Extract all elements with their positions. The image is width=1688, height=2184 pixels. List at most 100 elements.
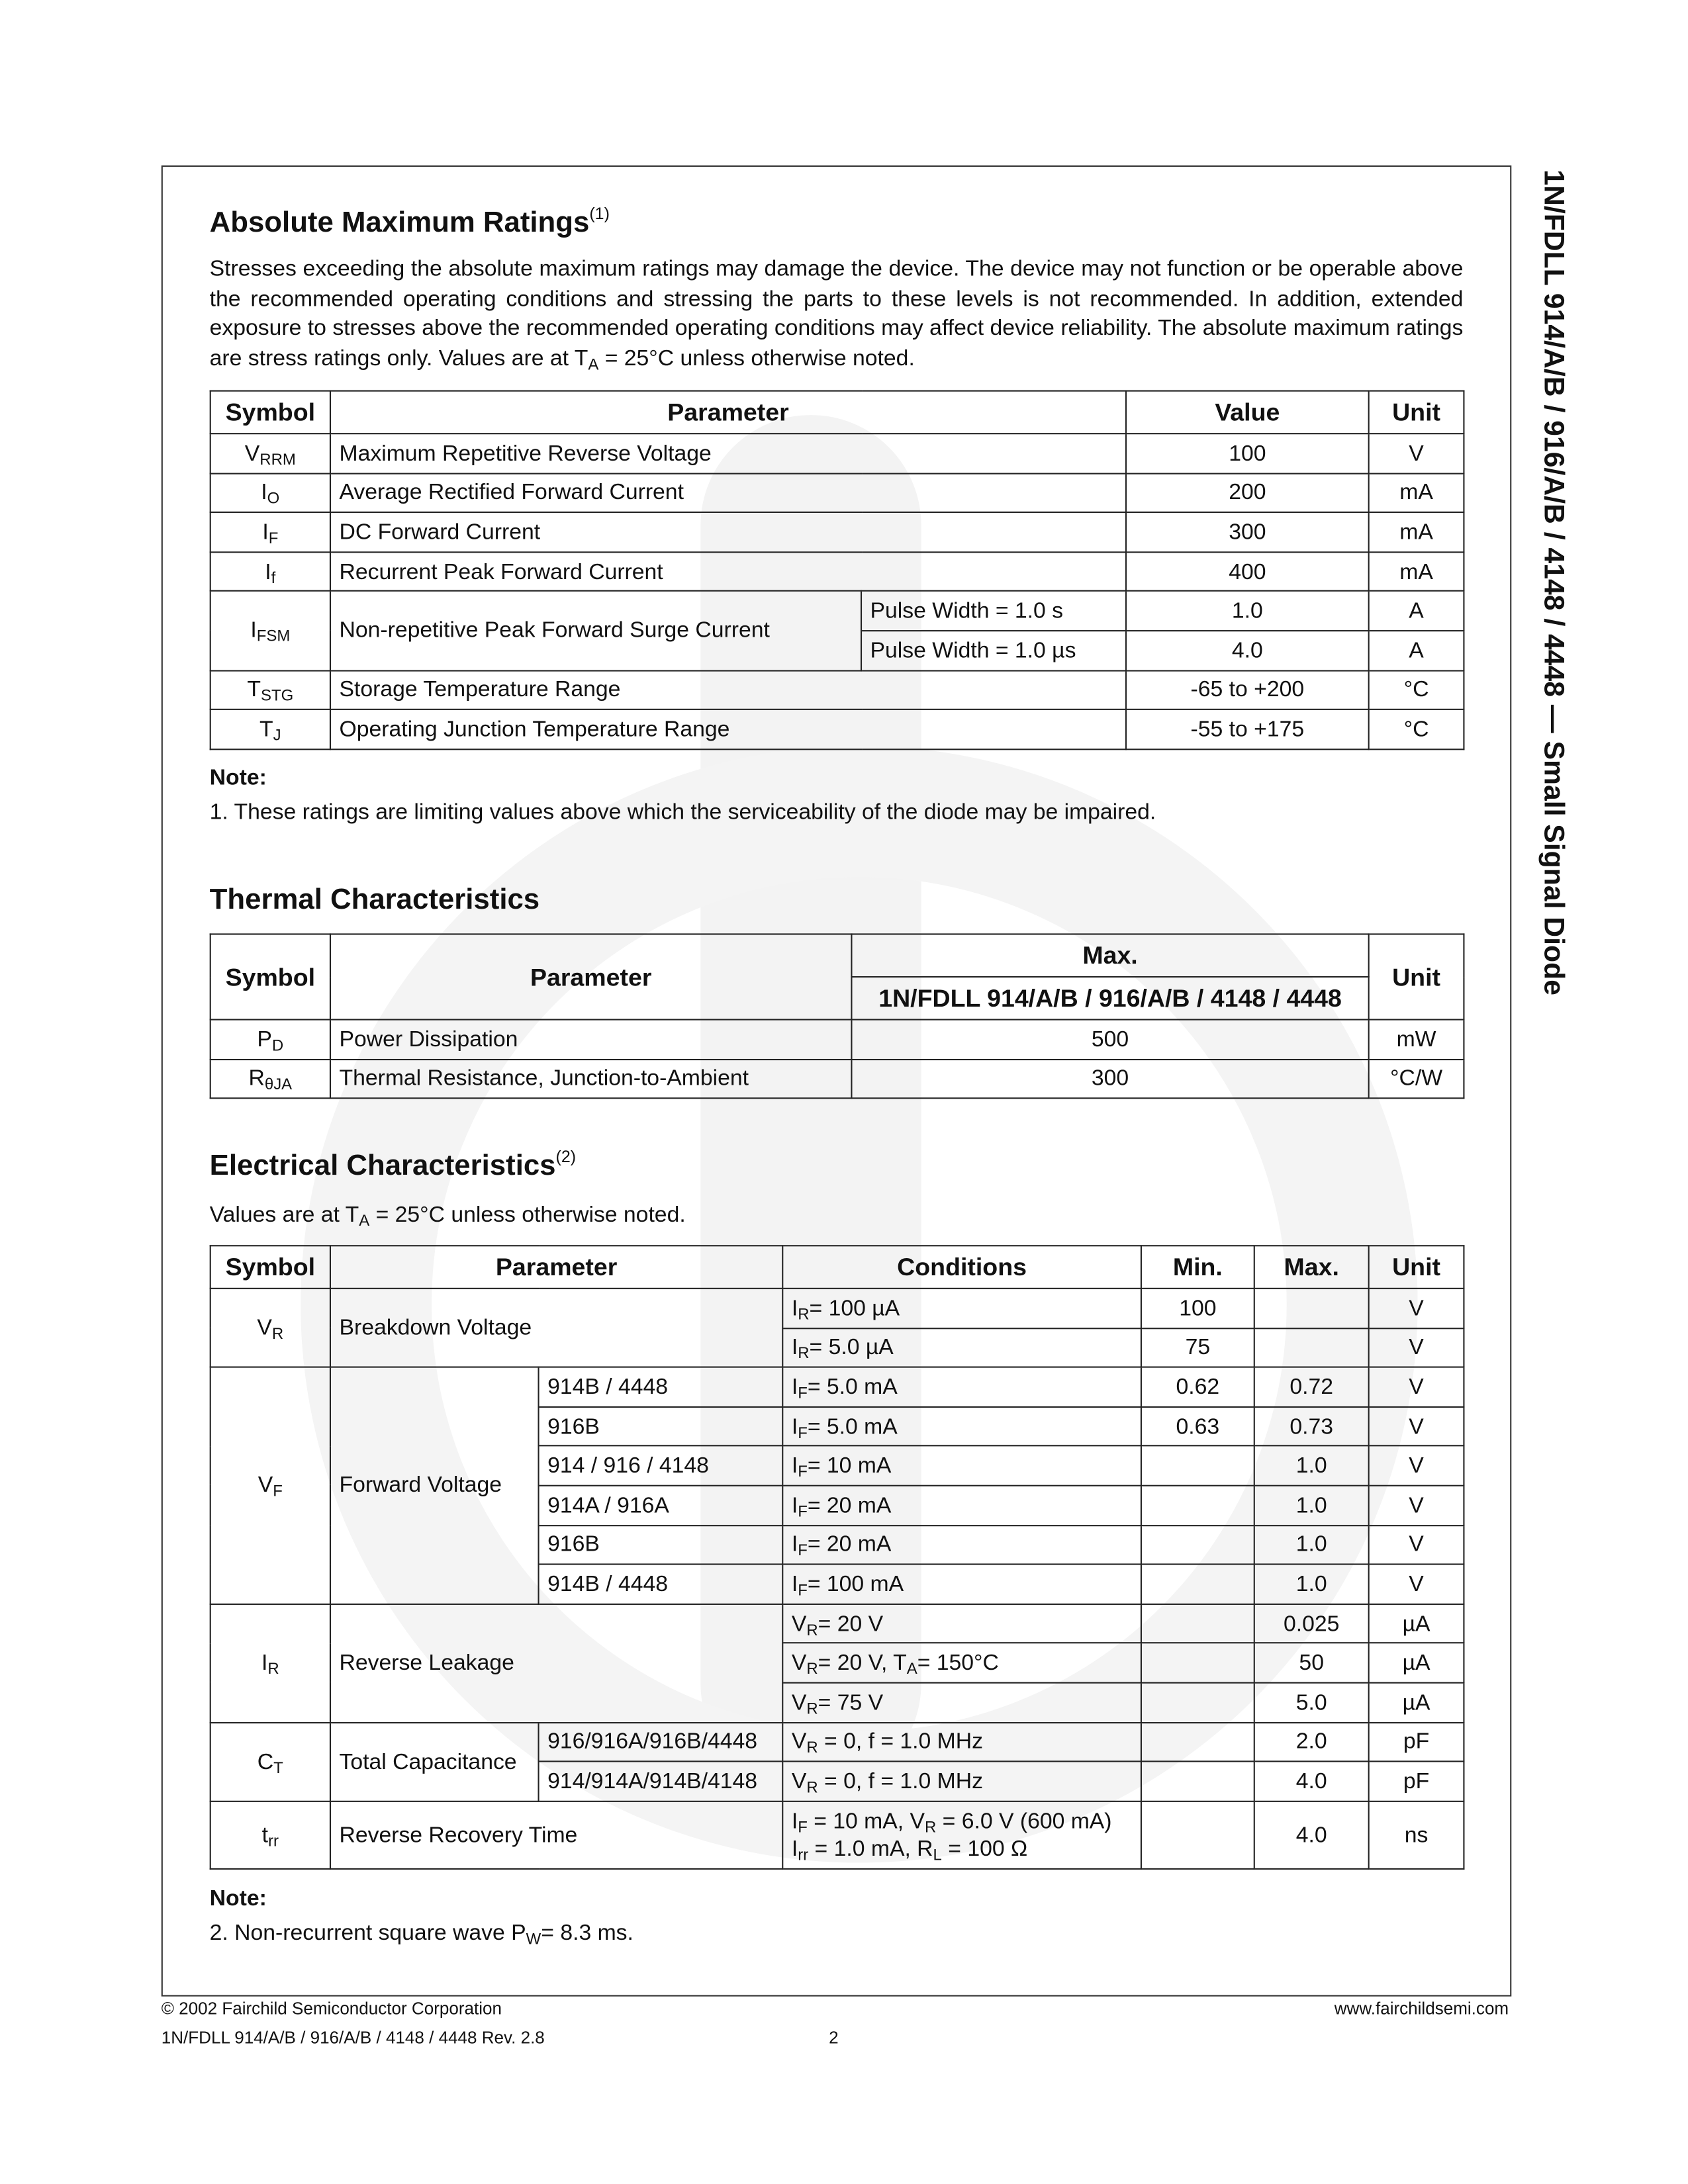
unit-cell: V — [1368, 1406, 1465, 1447]
value-cell: 200 — [1125, 472, 1370, 514]
footer-website[interactable]: www.fairchildsemi.com — [1334, 1999, 1509, 2019]
value-cell: 100 — [1125, 433, 1370, 474]
table-row: 914B / 4448 IF= 100 mA 1.0 V — [211, 1563, 1465, 1605]
text-segment: I — [250, 618, 257, 643]
table-row: 914/914A/914B/4148 VR = 0, f = 1.0 MHz 4.0… — [211, 1760, 1465, 1802]
min-cell: 75 — [1140, 1327, 1255, 1369]
text-segment: V — [791, 1729, 807, 1754]
min-cell — [1140, 1563, 1255, 1605]
table-row: IR= 5.0 µA 75 V — [211, 1327, 1465, 1369]
symbol-cell: VRRM — [209, 433, 331, 474]
symbol-cell: RθJA — [209, 1058, 331, 1099]
symbol-cell: IF — [209, 512, 331, 553]
text-segment: = 0, f = 1.0 MHz — [818, 1768, 983, 1794]
parameter-cell: Reverse Recovery Time — [329, 1800, 784, 1870]
max-cell: 1.0 — [1253, 1563, 1370, 1605]
symbol-cell: PD — [209, 1019, 331, 1060]
thermal-title: Thermal Characteristics — [209, 884, 540, 916]
max-cell: 50 — [1253, 1642, 1370, 1684]
symbol-cell: VF — [209, 1366, 331, 1605]
subscript: f — [271, 570, 276, 587]
max-cell: 0.73 — [1253, 1406, 1370, 1447]
conditions-cell: IR= 5.0 µA — [782, 1327, 1142, 1369]
subscript: RRM — [259, 451, 296, 469]
column-header-parameter: Parameter — [329, 390, 1127, 435]
thermal-table: Symbol Parameter Max. Unit 1N/FDLL 914/A/B /… — [209, 933, 1465, 1099]
parameter-cell: DC Forward Current — [329, 512, 1127, 553]
table-row: 916B IF= 20 mA 1.0 V — [211, 1524, 1465, 1565]
text-segment: I — [265, 559, 271, 584]
text-segment: V — [257, 1315, 272, 1341]
max-cell: 2.0 — [1253, 1721, 1370, 1762]
unit-cell: µA — [1368, 1642, 1465, 1684]
min-cell — [1140, 1524, 1255, 1565]
subscript: R — [271, 1326, 284, 1343]
subscript: F — [798, 1425, 808, 1442]
electrical-intro: Values are at TA = 25°C unless otherwise… — [210, 1201, 1464, 1231]
text-segment: T — [259, 717, 273, 742]
unit-cell: µA — [1368, 1682, 1465, 1723]
device-variant-cell: 916/916A/916B/4448 — [538, 1721, 784, 1762]
footer-copyright: © 2002 Fairchild Semiconductor Corporati… — [161, 1999, 502, 2019]
value-cell: 500 — [851, 1019, 1370, 1060]
column-header-unit: Unit — [1368, 933, 1465, 1021]
parameter-cell: Maximum Repetitive Reverse Voltage — [329, 433, 1127, 474]
column-header-value: Value — [1125, 390, 1370, 435]
conditions-cell: VR= 20 V — [782, 1603, 1142, 1644]
table-row: TSTG Storage Temperature Range -65 to +200… — [209, 669, 1465, 711]
intro-sub: A — [588, 357, 599, 374]
subscript: R — [806, 1780, 818, 1797]
electrical-table: Symbol Parameter Conditions Min. Max. Unit VR B… — [209, 1245, 1465, 1870]
device-variant-cell: 916B — [538, 1524, 784, 1565]
text-segment: I — [261, 1651, 268, 1676]
conditions-cell: VR= 75 V — [782, 1682, 1142, 1723]
condition-cell: Pulse Width = 1.0 s — [860, 590, 1127, 632]
abs-max-title: Absolute Maximum Ratings(1) — [209, 204, 610, 240]
header-row: 1N/FDLL 914/A/B / 916/A/B / 4148 / 4448 — [211, 976, 1464, 1021]
symbol-cell: CT — [209, 1721, 331, 1802]
unit-cell: ns — [1368, 1800, 1465, 1870]
unit-cell: A — [1368, 590, 1465, 632]
note-sub: W — [526, 1931, 541, 1948]
min-cell — [1140, 1800, 1255, 1870]
min-cell — [1140, 1445, 1255, 1486]
subscript: L — [933, 1847, 942, 1864]
text-segment: I — [261, 480, 267, 506]
parameter-cell: Forward Voltage — [329, 1366, 539, 1605]
note-text: 2. Non-recurrent square wave P — [209, 1921, 526, 1946]
unit-cell: V — [1368, 1563, 1465, 1605]
unit-cell: pF — [1368, 1721, 1465, 1762]
min-cell — [1140, 1484, 1255, 1526]
conditions-cell: IF= 10 mA — [782, 1445, 1142, 1486]
subscript: R — [798, 1346, 810, 1363]
text-segment: I — [791, 1808, 798, 1834]
conditions-cell: VR = 0, f = 1.0 MHz — [782, 1760, 1142, 1802]
unit-cell: V — [1368, 1445, 1465, 1486]
min-cell — [1140, 1682, 1255, 1723]
value-cell: 1.0 — [1125, 590, 1370, 632]
subscript: R — [924, 1819, 937, 1837]
unit-cell: V — [1368, 1287, 1465, 1329]
table-row: VR= 75 V 5.0 µA — [211, 1682, 1465, 1723]
unit-cell: mA — [1368, 512, 1465, 553]
value-cell: 300 — [851, 1058, 1370, 1099]
symbol-cell: If — [209, 551, 331, 592]
subscript: D — [271, 1038, 284, 1055]
unit-cell: V — [1368, 1327, 1465, 1369]
table-row: IFSM Non-repetitive Peak Forward Surge Cu… — [209, 590, 1465, 671]
abs-max-title-text: Absolute Maximum Ratings — [209, 206, 590, 239]
note-label: Note: — [209, 765, 267, 790]
parameter-cell: Average Rectified Forward Current — [329, 472, 1127, 514]
table-row: 914 / 916 / 4148 IF= 10 mA 1.0 V — [211, 1445, 1465, 1486]
unit-cell: mA — [1368, 472, 1465, 514]
intro-sub: A — [359, 1213, 370, 1230]
device-variant-cell: 914 / 916 / 4148 — [538, 1445, 784, 1486]
subscript: O — [267, 491, 280, 508]
subscript: F — [798, 1504, 808, 1521]
value-cell: -55 to +175 — [1125, 709, 1370, 750]
device-variant-cell: 914A / 916A — [538, 1484, 784, 1526]
conditions-cell: IF= 5.0 mA — [782, 1366, 1142, 1408]
subscript: F — [268, 531, 279, 548]
column-header-parameter: Parameter — [329, 933, 853, 1021]
